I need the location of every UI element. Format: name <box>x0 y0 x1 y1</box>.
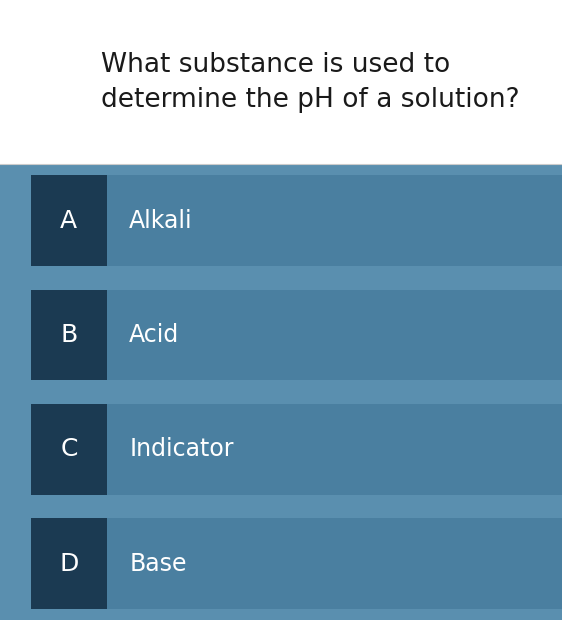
FancyBboxPatch shape <box>31 175 107 266</box>
Text: What substance is used to
determine the pH of a solution?: What substance is used to determine the … <box>101 51 520 113</box>
FancyBboxPatch shape <box>31 404 562 495</box>
FancyBboxPatch shape <box>0 164 562 620</box>
Text: Alkali: Alkali <box>129 209 193 232</box>
Text: B: B <box>60 323 78 347</box>
Text: A: A <box>60 209 78 232</box>
FancyBboxPatch shape <box>31 175 562 266</box>
Text: Indicator: Indicator <box>129 437 234 461</box>
Text: Acid: Acid <box>129 323 179 347</box>
FancyBboxPatch shape <box>31 518 562 609</box>
FancyBboxPatch shape <box>31 290 562 380</box>
FancyBboxPatch shape <box>31 290 107 380</box>
Text: D: D <box>59 552 79 575</box>
Text: C: C <box>60 437 78 461</box>
FancyBboxPatch shape <box>31 518 107 609</box>
FancyBboxPatch shape <box>31 404 107 495</box>
Text: Base: Base <box>129 552 187 575</box>
